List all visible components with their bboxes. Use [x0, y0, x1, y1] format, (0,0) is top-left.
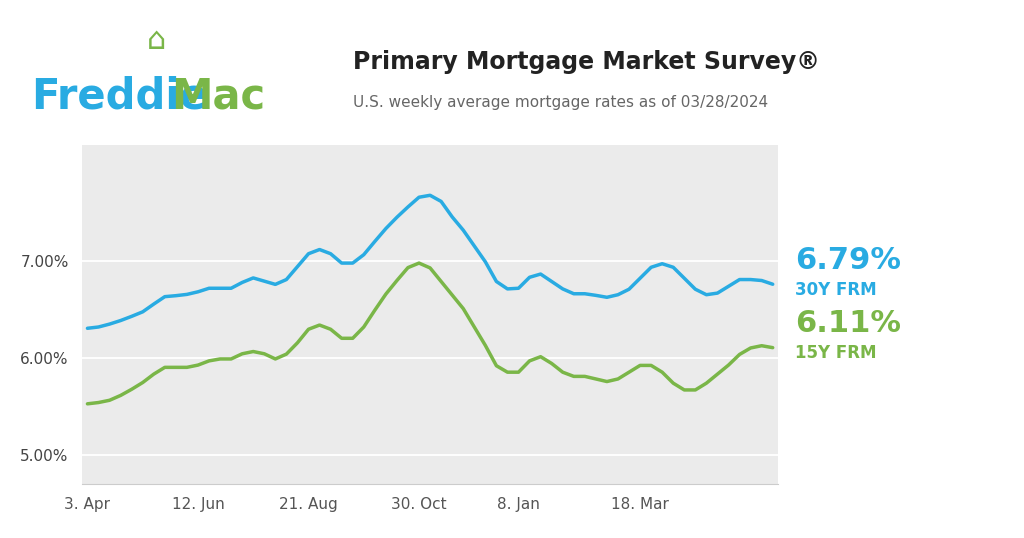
Text: Freddie: Freddie — [31, 76, 208, 118]
Text: 15Y FRM: 15Y FRM — [796, 344, 877, 362]
Text: ⌂: ⌂ — [147, 26, 166, 55]
Text: U.S. weekly average mortgage rates as of 03/28/2024: U.S. weekly average mortgage rates as of… — [353, 95, 768, 110]
Text: 30Y FRM: 30Y FRM — [796, 281, 877, 299]
Text: Primary Mortgage Market Survey®: Primary Mortgage Market Survey® — [353, 50, 820, 74]
Text: Mac: Mac — [171, 76, 265, 118]
Text: 6.79%: 6.79% — [796, 245, 901, 274]
Text: 6.11%: 6.11% — [796, 309, 901, 338]
